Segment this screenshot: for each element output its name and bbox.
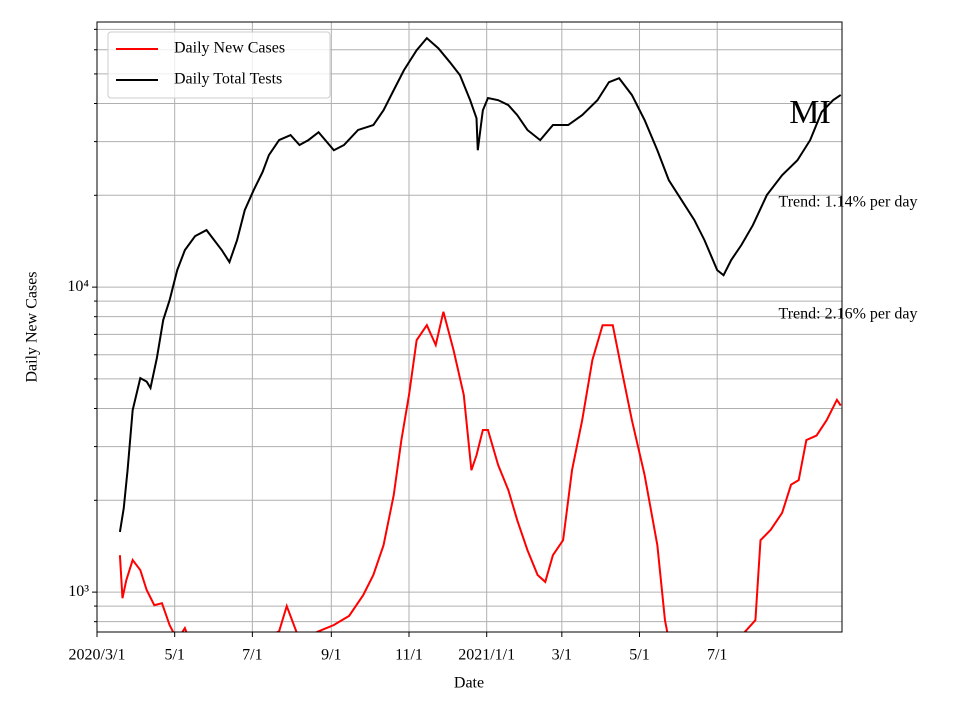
x-tick-label: 5/1 [629,647,649,664]
overlay: 2020/3/1 5/1 7/1 9/1 11/1 2021/1/1 3/1 5/1 7/1 10… [67,28,918,664]
legend-label: Daily Total Tests [174,71,282,88]
series-line [118,36,842,533]
x-tick-label: 9/1 [321,647,341,664]
y-axis-label: Daily New Cases [24,271,41,382]
series-line [118,311,842,632]
legend-label: Daily New Cases [174,40,285,57]
plot-frame [96,21,843,633]
annotation: Trend: 1.14% per day [779,194,918,211]
x-tick-label: 3/1 [552,647,572,664]
x-axis-label: Date [454,675,484,692]
x-tick-label: 7/1 [242,647,262,664]
x-tick-label: 7/1 [707,647,727,664]
x-tick-label: 2020/3/1 [69,647,126,664]
y-tick-label: 10³ [68,583,89,600]
x-tick-label: 5/1 [164,647,184,664]
y-tick-label: 10⁴ [67,278,89,295]
annotation: Trend: 2.16% per day [779,306,918,323]
annotation: MI [789,94,831,131]
plot-area [118,36,842,632]
legend-box [107,31,331,99]
x-tick-label: 11/1 [395,647,423,664]
x-tick-label: 2021/1/1 [458,647,515,664]
